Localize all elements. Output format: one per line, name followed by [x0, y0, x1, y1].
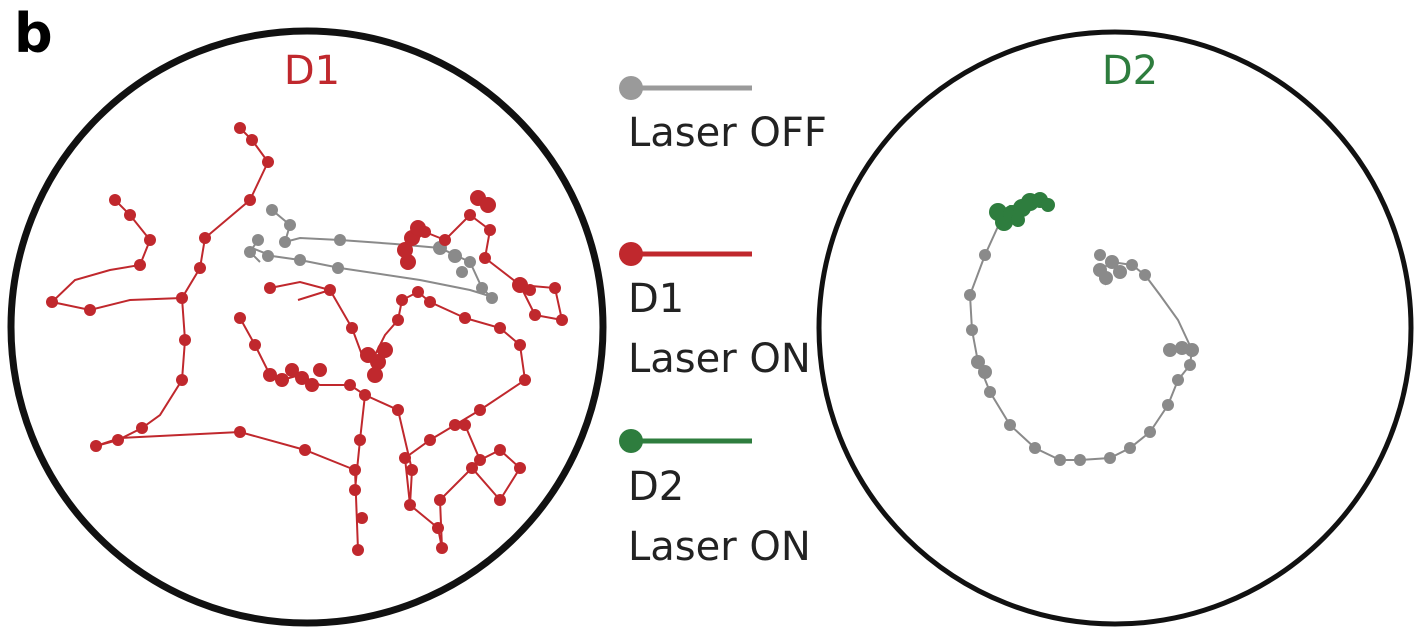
d1-laser-off-track — [244, 204, 498, 304]
legend-label-d2: D2 — [628, 464, 684, 510]
arena-d1: D1 — [7, 27, 607, 627]
arena-d2-outline — [816, 29, 1414, 627]
legend-item-d1-laser-on: D1 Laser ON — [619, 242, 811, 382]
legend-marker-d2 — [619, 429, 643, 453]
legend-label-d1: D1 — [628, 276, 684, 322]
panel-label: b — [14, 2, 53, 65]
legend-marker-laser-off — [619, 76, 643, 100]
d2-laser-on-track — [989, 192, 1055, 231]
legend-marker-d1 — [619, 242, 643, 266]
d1-laser-on-track — [46, 122, 568, 556]
arena-d1-outline — [7, 27, 607, 627]
legend-item-d2-laser-on: D2 Laser ON — [619, 429, 811, 570]
legend: Laser OFF D1 Laser ON D2 Laser ON — [619, 76, 827, 570]
arena-d1-title: D1 — [284, 48, 340, 94]
legend-label-laser-off: Laser OFF — [628, 110, 827, 156]
legend-label-d1-laser-on: Laser ON — [628, 336, 811, 382]
arena-d2-title: D2 — [1102, 48, 1158, 94]
legend-label-d2-laser-on: Laser ON — [628, 524, 811, 570]
d2-laser-off-track — [964, 221, 1199, 466]
arena-d2: D2 — [816, 29, 1414, 627]
legend-item-laser-off: Laser OFF — [619, 76, 827, 156]
